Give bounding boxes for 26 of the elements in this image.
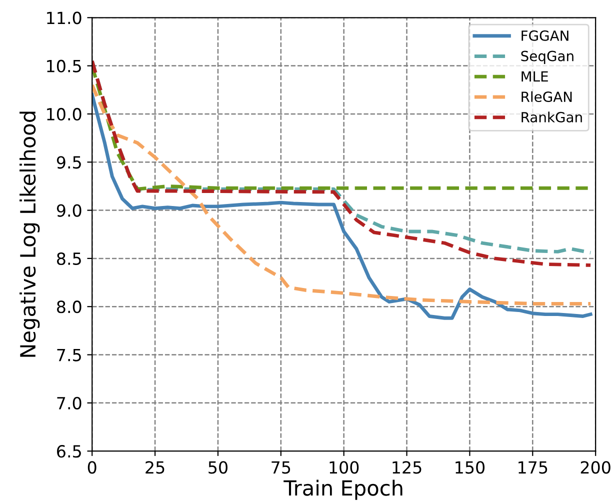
y-tick-label: 8.5: [57, 252, 81, 266]
y-tick-label: 9.5: [56, 156, 81, 169]
legend-label: SeqGan: [521, 50, 574, 64]
y-tick-label: 11.0: [47, 12, 82, 24]
y-tick-label: 10.5: [47, 60, 81, 72]
x-tick-label: 50: [208, 461, 228, 474]
y-tick-label: 7.5: [57, 348, 81, 362]
x-tick-label: 25: [146, 461, 164, 474]
y-tick-label: 7.0: [57, 396, 82, 410]
y-tick-label: 6.5: [57, 445, 81, 458]
legend-label: RleGAN: [522, 91, 572, 102]
x-tick-label: 150: [456, 461, 485, 474]
x-tick-label: 125: [392, 461, 422, 474]
x-tick-label: 200: [580, 461, 610, 474]
x-tick-label: 175: [518, 461, 548, 474]
legend-label: RankGan: [522, 112, 582, 122]
y-tick-label: 10.0: [47, 108, 82, 121]
legend-label: MLE: [522, 71, 548, 82]
x-tick-label: 100: [330, 461, 359, 474]
x-tick-label: 75: [272, 461, 290, 474]
x-axis-title: Train Epoch: [284, 480, 402, 500]
y-axis-title: Negative Log Likelihood: [20, 112, 40, 357]
y-tick-label: 8.0: [57, 300, 82, 314]
y-tick-label: 9.0: [56, 204, 82, 217]
x-tick-label: 0: [88, 461, 96, 474]
legend-label: FGGAN: [522, 30, 568, 41]
